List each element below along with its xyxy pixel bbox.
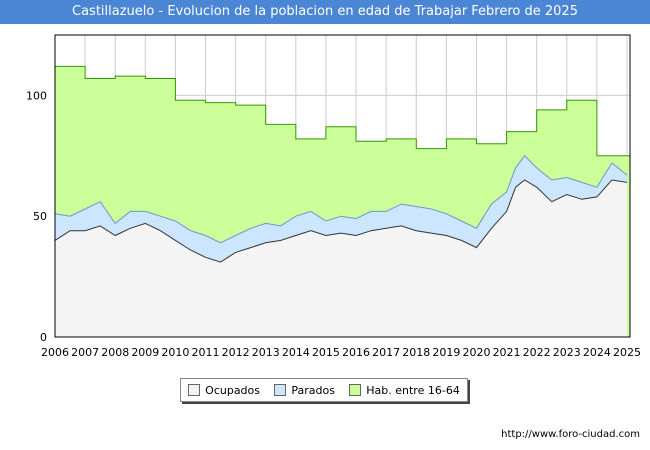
- x-tick-label-2013: 2013: [252, 346, 280, 359]
- series-line-ocupados: [54, 179, 628, 263]
- legend-label-ocupados: Ocupados: [205, 383, 261, 397]
- plot-border: [54, 34, 631, 338]
- legend-swatch-habitantes: [349, 384, 362, 396]
- x-tick-label-2012: 2012: [222, 346, 250, 359]
- series-area-ocupados: [55, 180, 627, 337]
- legend-item-parados: Parados: [274, 384, 335, 397]
- y-tick-label-50: 50: [33, 210, 47, 223]
- series-line-hab-entre-16-64: [55, 65, 630, 157]
- series-line-parados: [54, 155, 628, 244]
- x-tick-label-2014: 2014: [282, 346, 310, 359]
- legend-item-ocupados: Ocupados: [188, 384, 260, 397]
- x-tick-label-2010: 2010: [161, 346, 189, 359]
- legend: Ocupados Parados Hab. entre 16-64: [180, 378, 468, 402]
- x-tick-label-2025: 2025: [613, 346, 641, 359]
- legend-swatch-ocupados: [188, 384, 201, 396]
- x-tick-label-2020: 2020: [462, 346, 490, 359]
- x-tick-label-2008: 2008: [101, 346, 129, 359]
- legend-label-habitantes: Hab. entre 16-64: [366, 383, 460, 397]
- x-tick-label-2022: 2022: [523, 346, 551, 359]
- series-layer: [54, 65, 630, 338]
- x-tick-label-2017: 2017: [372, 346, 400, 359]
- x-tick-label-2021: 2021: [493, 346, 521, 359]
- source-url: http://www.foro-ciudad.com: [501, 429, 640, 440]
- x-tick-label-2011: 2011: [192, 346, 220, 359]
- x-tick-label-2006: 2006: [41, 346, 69, 359]
- x-tick-label-2023: 2023: [553, 346, 581, 359]
- axes: 2006 2007 2008 2009 2010 2011 2012 2013 2014 2015…: [26, 34, 641, 359]
- x-tick-label-2019: 2019: [432, 346, 460, 359]
- legend-swatch-parados: [274, 384, 287, 396]
- y-tick-label-100: 100: [26, 89, 47, 102]
- x-tick-label-2016: 2016: [342, 346, 370, 359]
- y-tick-label-0: 0: [40, 331, 47, 344]
- legend-label-parados: Parados: [291, 383, 335, 397]
- x-tick-label-2024: 2024: [583, 346, 611, 359]
- x-tick-label-2018: 2018: [402, 346, 430, 359]
- chart-title: Castillazuelo - Evolucion de la poblacio…: [0, 0, 650, 24]
- x-tick-label-2009: 2009: [131, 346, 159, 359]
- x-tick-label-2015: 2015: [312, 346, 340, 359]
- x-tick-label-2007: 2007: [71, 346, 99, 359]
- legend-item-habitantes: Hab. entre 16-64: [349, 384, 460, 397]
